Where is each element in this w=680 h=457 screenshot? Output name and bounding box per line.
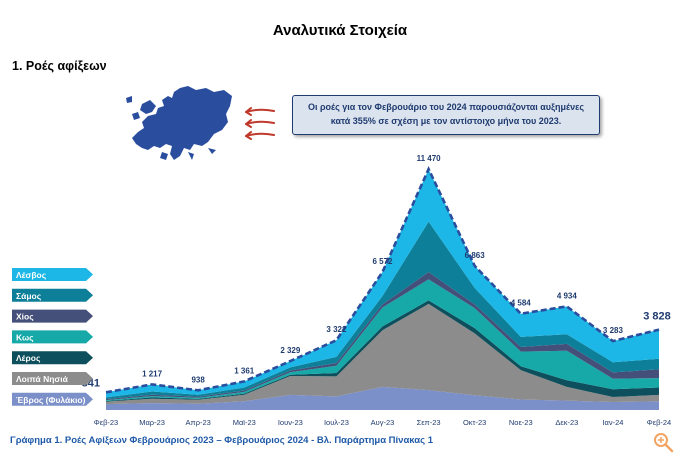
x-tick-label: Αυγ-23 <box>371 418 395 427</box>
legend-label: Έβρος (Φυλάκιο) <box>16 395 86 405</box>
callout-box: Οι ροές για τον Φεβρουάριο του 2024 παρο… <box>292 95 600 135</box>
legend-swatch <box>12 309 93 323</box>
legend-label: Λοιπά Νησιά <box>16 374 69 384</box>
x-tick-label: Φεβ-24 <box>647 418 671 427</box>
zoom-icon[interactable] <box>652 431 674 453</box>
data-label: 1 361 <box>234 366 255 375</box>
area-series-2 <box>106 300 659 402</box>
legend-label: Σάμος <box>16 291 42 301</box>
x-tick-label: Οκτ-23 <box>463 418 486 427</box>
arrow-left-icon <box>245 107 275 140</box>
total-line <box>105 166 660 394</box>
area-series-1 <box>106 303 659 405</box>
data-label: 3 828 <box>643 311 671 323</box>
area-series-6 <box>106 169 659 398</box>
legend-swatch <box>12 268 93 281</box>
data-label: 4 934 <box>557 291 578 300</box>
legend-label: Κως <box>16 332 34 342</box>
x-tick-label: Σεπ-23 <box>417 418 441 427</box>
x-tick-label: Μαϊ-23 <box>233 418 256 427</box>
page-title: Αναλυτικά Στοιχεία <box>272 22 408 39</box>
x-tick-label: Νοε-23 <box>509 418 533 427</box>
legend-label: Χίος <box>16 312 34 322</box>
x-tick-label: Απρ-23 <box>186 418 211 427</box>
x-tick-label: Φεβ-23 <box>94 418 118 427</box>
data-label: 11 470 <box>417 154 442 163</box>
legend-label: Λέρος <box>16 353 41 363</box>
data-label: 4 584 <box>511 299 532 308</box>
x-tick-label: Μαρ-23 <box>139 418 165 427</box>
legend-label: Λέσβος <box>16 270 47 280</box>
area-series-0 <box>106 386 659 410</box>
legend-swatch <box>12 392 93 406</box>
legend-swatch <box>12 288 93 302</box>
legend-swatch <box>12 351 93 365</box>
x-tick-label: Ιουλ-23 <box>324 418 349 427</box>
data-label: 6 863 <box>465 251 486 260</box>
data-label: 6 572 <box>372 257 393 266</box>
x-tick-label: Δεκ-23 <box>555 418 578 427</box>
x-tick-label: Ιουν-23 <box>278 418 303 427</box>
legend-swatch <box>12 372 93 385</box>
data-label: 938 <box>191 375 205 384</box>
legend-swatch <box>12 330 93 344</box>
callout-text: Οι ροές για τον Φεβρουάριο του 2024 παρο… <box>307 102 585 126</box>
section-heading: 1. Ροές αφίξεων <box>12 59 107 73</box>
data-label: 1 217 <box>142 369 163 378</box>
europe-map-icon <box>126 86 232 160</box>
data-label: 2 329 <box>280 346 301 355</box>
data-label: 3 322 <box>326 325 347 334</box>
data-label: 3 283 <box>603 326 624 335</box>
x-tick-label: Ιαν-24 <box>602 418 623 427</box>
figure-caption: Γράφημα 1. Ροές Αφίξεων Φεβρουάριος 2023… <box>10 435 433 446</box>
